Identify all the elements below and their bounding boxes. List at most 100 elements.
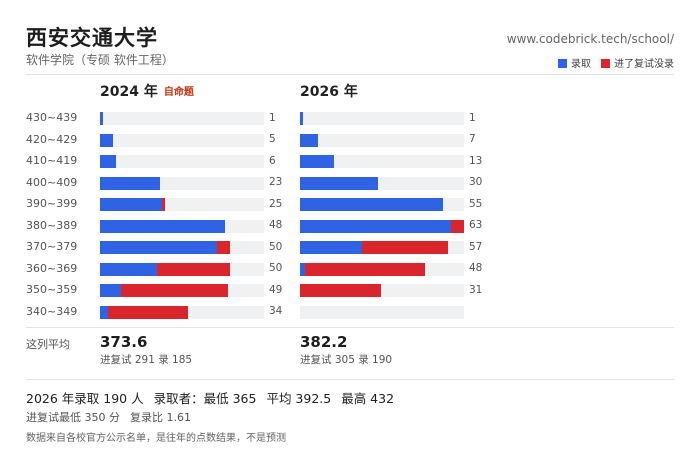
summary-retest-min: 进复试最低 350 分 bbox=[26, 411, 120, 424]
bar-total-label: 63 bbox=[469, 219, 483, 231]
bar-not-admitted bbox=[107, 305, 189, 319]
source-url: www.codebrick.tech/school/ bbox=[506, 32, 674, 46]
bar-admitted bbox=[300, 262, 306, 276]
bar-admitted bbox=[100, 241, 218, 254]
bar-admitted bbox=[100, 305, 108, 319]
legend-item-admitted: 录取 bbox=[558, 55, 591, 70]
average-label: 这列平均 bbox=[26, 338, 70, 351]
legend-item-not-admitted: 进了复试没录 bbox=[601, 55, 674, 70]
average-sub-2024: 进复试 291 录 185 bbox=[100, 354, 193, 366]
bar-admitted bbox=[300, 176, 379, 190]
bar-total-label: 34 bbox=[269, 305, 283, 317]
legend-swatch-not-admitted bbox=[601, 59, 610, 68]
score-range-label: 340~349 bbox=[26, 304, 78, 318]
bar-track bbox=[100, 112, 264, 125]
bar-not-admitted bbox=[450, 219, 464, 233]
bar-not-admitted bbox=[362, 241, 449, 254]
bar-track bbox=[100, 155, 264, 168]
self-set-exam-tag: 自命题 bbox=[163, 87, 194, 98]
bar-track bbox=[300, 112, 464, 125]
panel-title-2024: 2024 年自命题 bbox=[100, 81, 194, 101]
bar-admitted bbox=[100, 176, 160, 190]
bar-track bbox=[100, 198, 264, 211]
bar-total-label: 13 bbox=[469, 154, 483, 167]
bar-not-admitted bbox=[157, 262, 231, 276]
bar-admitted bbox=[300, 133, 319, 147]
bar-admitted bbox=[100, 198, 163, 211]
bar-track bbox=[100, 241, 264, 254]
panel-2024-year: 2024 年 bbox=[100, 84, 158, 100]
bar-total-label: 31 bbox=[469, 283, 483, 296]
score-range-label: 400~409 bbox=[26, 175, 78, 189]
bar-admitted bbox=[100, 112, 103, 125]
summary-ratio: 复录比 1.61 bbox=[130, 411, 191, 424]
bar-not-admitted bbox=[120, 284, 228, 297]
score-range-label: 420~429 bbox=[26, 132, 78, 146]
score-range-label: 390~399 bbox=[26, 197, 78, 210]
bar-track bbox=[100, 262, 264, 276]
legend-label-not-admitted: 进了复试没录 bbox=[614, 59, 674, 70]
bar-admitted bbox=[300, 241, 363, 254]
school-title: 西安交通大学 bbox=[26, 26, 158, 50]
score-range-label: 410~419 bbox=[26, 154, 78, 167]
summary-admitted-count: 2026 年录取 190 人 bbox=[26, 391, 144, 406]
bar-not-admitted bbox=[305, 262, 425, 276]
bar-total-label: 55 bbox=[469, 197, 483, 210]
bar-admitted bbox=[300, 198, 444, 211]
bar-track bbox=[100, 305, 264, 319]
bar-track bbox=[100, 176, 264, 190]
bar-admitted bbox=[300, 219, 451, 233]
score-range-label: 350~359 bbox=[26, 283, 78, 296]
bar-not-admitted bbox=[162, 198, 166, 211]
legend-swatch-admitted bbox=[558, 59, 567, 68]
bar-not-admitted bbox=[300, 284, 381, 297]
bar-track bbox=[300, 284, 464, 297]
bar-admitted bbox=[300, 112, 303, 125]
bar-total-label: 25 bbox=[269, 197, 283, 210]
panel-title-2026: 2026 年 bbox=[300, 84, 358, 100]
bar-total-label: 57 bbox=[469, 240, 483, 253]
summary-max: 最高 432 bbox=[341, 391, 395, 406]
average-value-2026: 382.2 bbox=[300, 333, 348, 351]
summary-line-2: 进复试最低 350 分复录比 1.61 bbox=[26, 409, 201, 425]
bar-total-label: 1 bbox=[269, 111, 276, 124]
average-sub-2026: 进复试 305 录 190 bbox=[300, 354, 393, 366]
header-divider bbox=[26, 74, 674, 75]
score-range-label: 370~379 bbox=[26, 240, 78, 253]
legend-label-admitted: 录取 bbox=[571, 59, 591, 70]
bar-total-label: 49 bbox=[269, 283, 283, 296]
bar-admitted bbox=[100, 133, 114, 147]
bar-total-label: 7 bbox=[469, 133, 476, 145]
legend: 录取 进了复试没录 bbox=[558, 55, 674, 70]
bar-not-admitted bbox=[217, 241, 231, 254]
bar-admitted bbox=[100, 155, 116, 168]
summary-avg: 平均 392.5 bbox=[266, 391, 332, 406]
bar-track bbox=[100, 219, 264, 233]
bar-total-label: 30 bbox=[469, 176, 483, 188]
summary-divider bbox=[26, 379, 674, 380]
bar-total-label: 48 bbox=[469, 262, 483, 274]
bar-total-label: 50 bbox=[269, 262, 283, 274]
bar-admitted bbox=[100, 219, 225, 233]
bar-track bbox=[100, 133, 264, 147]
bar-total-label: 23 bbox=[269, 176, 283, 188]
data-source-note: 数据来自各校官方公示名单，是往年的点数结果，不是预测 bbox=[26, 433, 286, 444]
bar-track bbox=[300, 198, 464, 211]
bar-track bbox=[300, 176, 464, 190]
bar-total-label: 6 bbox=[269, 154, 276, 167]
average-value-2024: 373.6 bbox=[100, 333, 148, 351]
score-range-label: 360~369 bbox=[26, 261, 78, 275]
bar-track bbox=[100, 284, 264, 297]
score-range-label: 380~389 bbox=[26, 218, 78, 232]
bar-track bbox=[300, 155, 464, 168]
bar-track bbox=[300, 219, 464, 233]
average-divider bbox=[26, 327, 674, 328]
bar-track bbox=[300, 133, 464, 147]
bar-total-label: 5 bbox=[269, 133, 276, 145]
bar-track bbox=[300, 305, 464, 319]
summary-min: 录取者：最低 365 bbox=[153, 391, 257, 406]
program-subtitle: 软件学院（专硕 软件工程） bbox=[26, 53, 174, 67]
bar-total-label: 50 bbox=[269, 240, 283, 253]
bar-track bbox=[300, 262, 464, 276]
